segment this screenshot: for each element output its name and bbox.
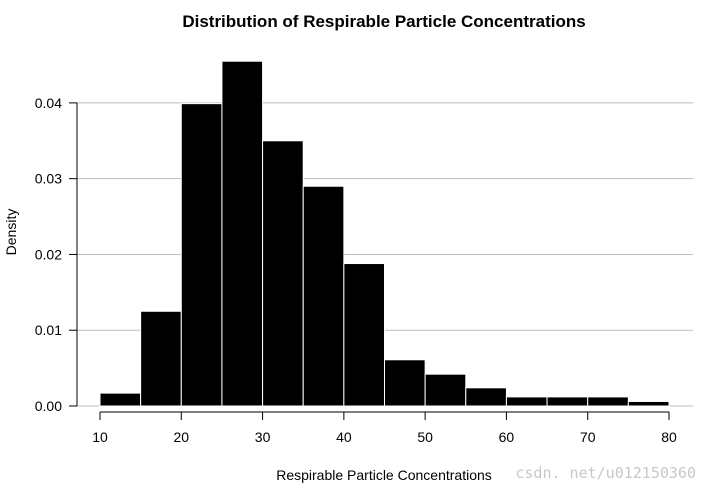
x-tick-label: 50 xyxy=(417,429,433,445)
x-tick-label: 30 xyxy=(255,429,271,445)
y-tick-label: 0.01 xyxy=(35,322,62,338)
watermark: csdn. net/u012150360 xyxy=(515,464,696,482)
histogram-bar xyxy=(302,185,345,407)
histogram-bar xyxy=(424,373,467,407)
y-tick-label: 0.00 xyxy=(35,398,62,414)
x-tick-label: 40 xyxy=(336,429,352,445)
histogram-bar xyxy=(587,396,629,407)
y-axis-label: Density xyxy=(3,209,19,256)
x-axis-label: Respirable Particle Concentrations xyxy=(276,467,492,483)
y-tick-label: 0.03 xyxy=(35,171,62,187)
x-tick-label: 60 xyxy=(499,429,515,445)
x-tick-label: 10 xyxy=(92,429,108,445)
histogram-bar xyxy=(343,263,386,407)
histogram-bar xyxy=(384,359,426,407)
histogram-bar xyxy=(627,400,670,407)
x-tick-label: 70 xyxy=(580,429,596,445)
histogram-bar xyxy=(180,103,223,407)
histogram-bar xyxy=(465,387,507,407)
histogram-bars xyxy=(99,60,670,407)
histogram-bar xyxy=(99,392,142,407)
histogram-bar xyxy=(505,396,548,407)
histogram-bar xyxy=(140,310,182,407)
histogram-bar xyxy=(262,140,304,407)
histogram-bar xyxy=(221,60,264,407)
y-tick-label: 0.02 xyxy=(35,246,62,262)
chart-title: Distribution of Respirable Particle Conc… xyxy=(182,12,585,31)
y-tick-label: 0.04 xyxy=(35,95,62,111)
x-tick-label: 80 xyxy=(661,429,677,445)
x-tick-label: 20 xyxy=(173,429,189,445)
histogram-bar xyxy=(546,396,589,407)
axes: 0.00 0.01 0.02 0.03 0.04 10 20 30 40 50 60 70 80 xyxy=(35,95,677,445)
